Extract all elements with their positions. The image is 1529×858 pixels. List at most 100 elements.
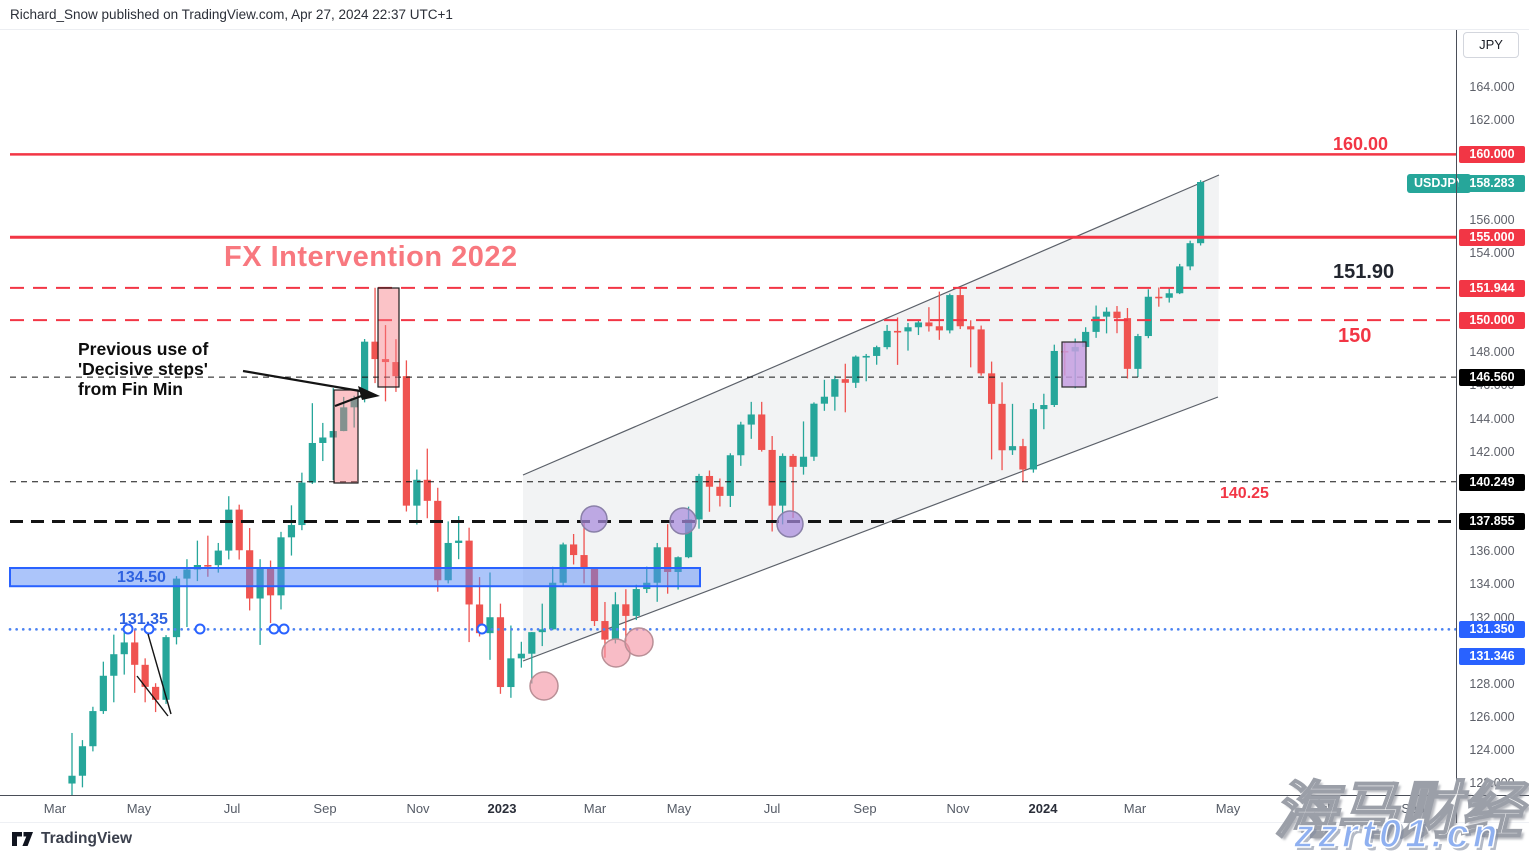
candle-body	[799, 456, 808, 467]
candle-body	[235, 509, 243, 551]
candle-body	[1176, 266, 1184, 294]
time-axis-label: Sep	[313, 801, 337, 816]
candle-body	[172, 578, 181, 638]
candle-body	[852, 356, 860, 383]
candle-body	[726, 455, 734, 496]
candle-body	[350, 398, 358, 408]
price-tag-131.346: 131.346	[1459, 648, 1525, 665]
time-axis-label: Mar	[1123, 801, 1147, 816]
pink-circle-marker	[624, 627, 654, 657]
time-axis[interactable]: Mar May Jul Sep Nov 2023 Mar May Jul Sep Nov 2024 Ma…	[0, 795, 1529, 823]
price-tag-158.283: 158.283	[1459, 174, 1525, 192]
candle-body	[967, 326, 975, 330]
candle-body	[904, 327, 912, 332]
level-label-160[interactable]: 160.00	[1333, 134, 1389, 154]
blue-ring-marker	[194, 623, 206, 635]
blue-ring-marker	[122, 623, 134, 635]
candle-body	[68, 775, 76, 784]
candle-body	[810, 403, 818, 457]
candle-body	[538, 629, 546, 633]
price-axis-label: 124.000	[1469, 743, 1515, 758]
candle-body	[1019, 446, 1027, 470]
level-label-140-25[interactable]: 140.25	[1220, 485, 1269, 502]
candle-body	[1123, 318, 1132, 369]
candle-body	[434, 500, 442, 581]
candle-body	[622, 604, 630, 616]
candle-body	[308, 442, 316, 483]
candle-body	[716, 486, 724, 496]
time-axis-label: Jul	[223, 801, 241, 816]
price-axis-label: 122.000	[1469, 776, 1515, 791]
level-label-151-90[interactable]: 151.90	[1333, 261, 1395, 283]
wedge-line	[136, 675, 169, 717]
candle-body	[570, 544, 578, 556]
candle-body	[110, 654, 118, 676]
candle-body	[329, 431, 337, 438]
price-axis-label: 142.000	[1469, 444, 1515, 459]
time-axis-label: Jul	[1313, 801, 1331, 816]
price-axis-label: 128.000	[1469, 676, 1515, 691]
candle-body	[162, 637, 170, 700]
highlight-box[interactable]	[377, 287, 400, 388]
candle-body	[1144, 296, 1152, 337]
candle-body	[496, 617, 505, 688]
candle-body	[684, 519, 693, 558]
candle-body	[632, 589, 640, 616]
candle-body	[705, 475, 714, 487]
time-axis-label: Nov	[406, 801, 430, 816]
publish-header: Richard_Snow published on TradingView.co…	[0, 0, 1529, 30]
candle-body	[611, 604, 619, 640]
price-axis-label: 144.000	[1469, 411, 1515, 426]
price-axis-label: 136.000	[1469, 544, 1515, 559]
time-axis-label: Mar	[583, 801, 607, 816]
time-axis-label: May	[666, 801, 692, 816]
candle-body	[475, 604, 484, 634]
candle-body	[925, 322, 933, 327]
footer-bar: TradingView	[0, 822, 1529, 858]
level-label-150[interactable]: 150	[1338, 325, 1372, 347]
byline-text: Richard_Snow published on TradingView.co…	[10, 7, 453, 22]
candle-body	[89, 711, 97, 747]
wedge-line	[147, 633, 172, 715]
candle-body	[1155, 296, 1163, 299]
candle-body	[1134, 336, 1142, 369]
level-label-131-35[interactable]: 131.35	[119, 611, 168, 628]
candle-body	[779, 455, 787, 506]
price-tag-137.855: 137.855	[1459, 513, 1525, 531]
level-label-134-50[interactable]: 134.50	[117, 569, 166, 586]
candle-body	[1082, 331, 1090, 347]
trend-channel[interactable]	[522, 174, 1220, 662]
candle-body	[1008, 446, 1017, 451]
price-axis-label: 156.000	[1469, 212, 1515, 227]
candle-body	[590, 568, 599, 622]
support-band-134-50[interactable]	[9, 566, 701, 588]
candle-body	[444, 542, 452, 581]
purple-circle-marker	[580, 505, 608, 533]
price-axis-label: 132.000	[1469, 610, 1515, 625]
candle-body	[862, 355, 870, 358]
candle-body	[935, 326, 943, 331]
price-axis-label: 164.000	[1469, 80, 1515, 94]
price-tag-140.249: 140.249	[1459, 473, 1525, 491]
price-axis[interactable]: JPY 164.000 162.000 160.000 158.283 156.000 1…	[1456, 29, 1529, 823]
price-tag-146.560: 146.560	[1459, 369, 1525, 387]
price-axis-label: 154.000	[1469, 245, 1515, 260]
candle-body	[549, 582, 557, 630]
decisive-steps-note[interactable]: Previous use of 'Decisive steps' from Fi…	[78, 339, 208, 399]
currency-toggle-button[interactable]: JPY	[1463, 32, 1519, 58]
price-axis-label: 126.000	[1469, 710, 1515, 725]
candle-body	[956, 295, 964, 327]
price-tag-155.000: 155.000	[1459, 229, 1525, 247]
level-lines[interactable]	[8, 153, 1458, 631]
candle-body	[695, 475, 703, 520]
price-tag-150.000: 150.000	[1459, 312, 1525, 330]
candle-body	[277, 537, 285, 596]
candle-body	[152, 686, 160, 700]
candle-body	[988, 373, 996, 404]
tradingview-logo[interactable]: TradingView	[12, 830, 132, 848]
fx-intervention-label[interactable]: FX Intervention 2022	[224, 241, 518, 273]
candle-body	[580, 555, 588, 569]
highlight-box[interactable]	[1061, 341, 1087, 388]
time-axis-label: Mar	[43, 801, 67, 816]
